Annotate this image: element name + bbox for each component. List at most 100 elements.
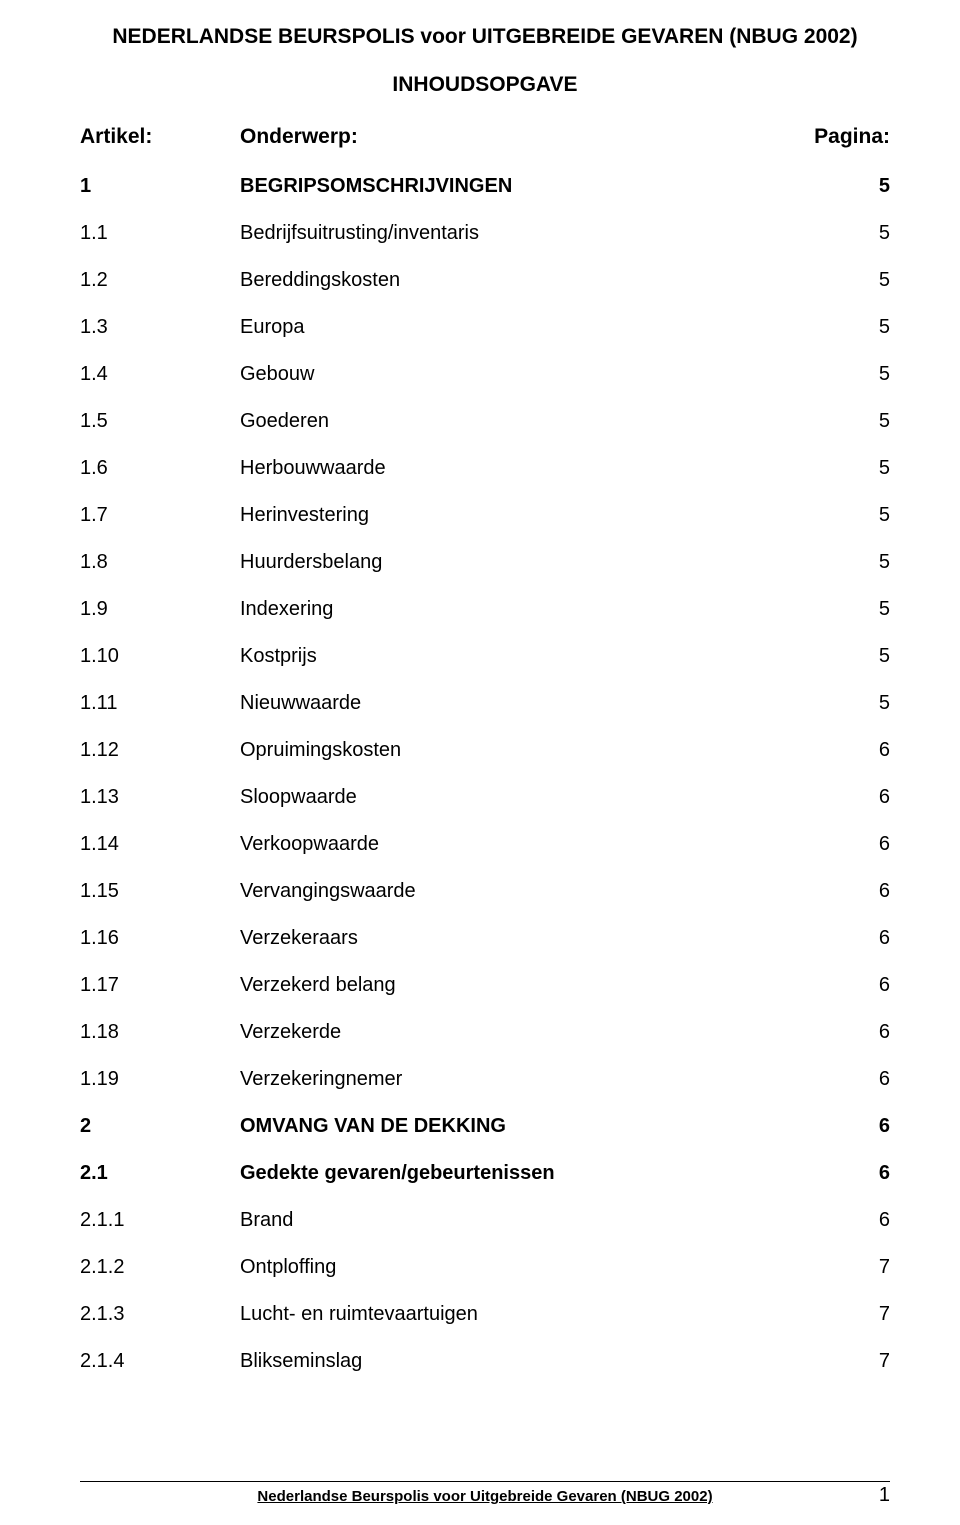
toc-page-number: 6 [810,833,890,856]
toc-row: 1.10Kostprijs5 [80,645,890,668]
toc-article-number: 1.18 [80,1021,240,1044]
toc-row: 1.4Gebouw5 [80,363,890,386]
toc-subject: Sloopwaarde [240,786,810,809]
toc-row: 2OMVANG VAN DE DEKKING6 [80,1115,890,1138]
document-page: NEDERLANDSE BEURSPOLIS voor UITGEBREIDE … [0,0,960,1525]
toc-article-number: 1.7 [80,504,240,527]
toc-subject: Verkoopwaarde [240,833,810,856]
toc-page-number: 5 [810,363,890,386]
toc-article-number: 2.1.2 [80,1256,240,1279]
toc-subject: Herbouwwaarde [240,457,810,480]
toc-header-row: Artikel: Onderwerp: Pagina: [80,125,890,149]
toc-row: 1.2Bereddingskosten5 [80,269,890,292]
toc-subject: BEGRIPSOMSCHRIJVINGEN [240,175,810,198]
toc-article-number: 1.11 [80,692,240,715]
document-subtitle: INHOUDSOPGAVE [80,73,890,97]
toc-article-number: 1.4 [80,363,240,386]
header-page: Pagina: [810,125,890,149]
toc-page-number: 6 [810,927,890,950]
toc-page-number: 6 [810,1162,890,1185]
toc-row: 1.9Indexering5 [80,598,890,621]
toc-page-number: 5 [810,645,890,668]
toc-subject: Verzekerd belang [240,974,810,997]
toc-row: 1.13Sloopwaarde6 [80,786,890,809]
toc-page-number: 5 [810,692,890,715]
toc-subject: Nieuwwaarde [240,692,810,715]
toc-page-number: 7 [810,1350,890,1373]
toc-row: 1.15Vervangingswaarde6 [80,880,890,903]
toc-article-number: 1.5 [80,410,240,433]
toc-subject: Opruimingskosten [240,739,810,762]
toc-article-number: 1.2 [80,269,240,292]
toc-page-number: 5 [810,269,890,292]
toc-subject: Indexering [240,598,810,621]
toc-row: 2.1.1Brand6 [80,1209,890,1232]
toc-subject: Goederen [240,410,810,433]
toc-page-number: 5 [810,457,890,480]
toc-article-number: 1.15 [80,880,240,903]
toc-article-number: 1 [80,175,240,198]
toc-article-number: 2.1 [80,1162,240,1185]
toc-row: 1.6Herbouwwaarde5 [80,457,890,480]
toc-subject: OMVANG VAN DE DEKKING [240,1115,810,1138]
toc-subject: Blikseminslag [240,1350,810,1373]
toc-article-number: 2.1.3 [80,1303,240,1326]
toc-row: 1.17Verzekerd belang6 [80,974,890,997]
toc-subject: Verzekerde [240,1021,810,1044]
toc-page-number: 6 [810,1068,890,1091]
toc-row: 1.5Goederen5 [80,410,890,433]
toc-subject: Brand [240,1209,810,1232]
toc-article-number: 1.8 [80,551,240,574]
toc-article-number: 1.10 [80,645,240,668]
toc-subject: Kostprijs [240,645,810,668]
toc-article-number: 1.3 [80,316,240,339]
header-subject: Onderwerp: [240,125,810,149]
toc-article-number: 1.14 [80,833,240,856]
toc-page-number: 5 [810,551,890,574]
toc-page-number: 5 [810,504,890,527]
toc-subject: Lucht- en ruimtevaartuigen [240,1303,810,1326]
toc-article-number: 1.1 [80,222,240,245]
toc-subject: Bereddingskosten [240,269,810,292]
toc-row: 1.16Verzekeraars6 [80,927,890,950]
toc-body: 1BEGRIPSOMSCHRIJVINGEN51.1Bedrijfsuitrus… [80,175,890,1373]
toc-row: 1.11Nieuwwaarde5 [80,692,890,715]
toc-row: 2.1.3Lucht- en ruimtevaartuigen7 [80,1303,890,1326]
toc-row: 1.18Verzekerde6 [80,1021,890,1044]
toc-article-number: 1.17 [80,974,240,997]
toc-page-number: 5 [810,222,890,245]
toc-row: 1.3Europa5 [80,316,890,339]
page-footer: Nederlandse Beurspolis voor Uitgebreide … [80,1481,890,1505]
toc-article-number: 2 [80,1115,240,1138]
toc-subject: Gebouw [240,363,810,386]
document-title: NEDERLANDSE BEURSPOLIS voor UITGEBREIDE … [80,25,890,49]
toc-row: 1.7Herinvestering5 [80,504,890,527]
toc-row: 1.12Opruimingskosten6 [80,739,890,762]
toc-subject: Huurdersbelang [240,551,810,574]
toc-page-number: 6 [810,880,890,903]
toc-subject: Vervangingswaarde [240,880,810,903]
toc-article-number: 1.6 [80,457,240,480]
toc-page-number: 7 [810,1256,890,1279]
toc-article-number: 2.1.4 [80,1350,240,1373]
toc-subject: Herinvestering [240,504,810,527]
toc-page-number: 6 [810,1021,890,1044]
toc-article-number: 2.1.1 [80,1209,240,1232]
toc-subject: Europa [240,316,810,339]
toc-row: 1.1Bedrijfsuitrusting/inventaris5 [80,222,890,245]
toc-page-number: 6 [810,786,890,809]
toc-page-number: 5 [810,598,890,621]
toc-subject: Verzekeraars [240,927,810,950]
toc-article-number: 1.16 [80,927,240,950]
toc-page-number: 7 [810,1303,890,1326]
toc-row: 1BEGRIPSOMSCHRIJVINGEN5 [80,175,890,198]
header-article: Artikel: [80,125,240,149]
toc-article-number: 1.13 [80,786,240,809]
toc-page-number: 6 [810,1115,890,1138]
toc-row: 1.8Huurdersbelang5 [80,551,890,574]
toc-subject: Gedekte gevaren/gebeurtenissen [240,1162,810,1185]
toc-article-number: 1.19 [80,1068,240,1091]
toc-page-number: 6 [810,974,890,997]
toc-page-number: 6 [810,1209,890,1232]
toc-page-number: 6 [810,739,890,762]
